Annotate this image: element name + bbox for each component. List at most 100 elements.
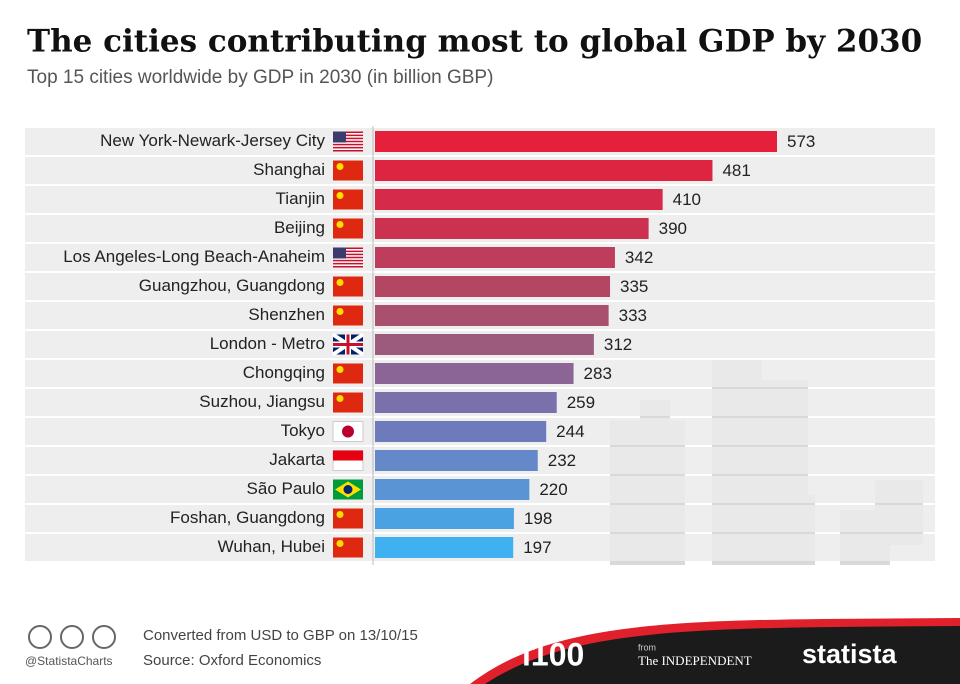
i100-logo: i100 (522, 636, 584, 672)
flag-part (336, 540, 344, 547)
flag-part (333, 392, 363, 413)
flag-icon (333, 131, 363, 152)
category-label: Shanghai (253, 160, 325, 179)
value-label: 333 (619, 306, 647, 325)
bar (375, 421, 547, 442)
flag-part (333, 146, 363, 149)
handle: @StatistaCharts (25, 654, 113, 668)
category-label: Suzhou, Jiangsu (199, 392, 325, 411)
flag-icon (332, 421, 364, 442)
independent-logo: The INDEPENDENT (638, 653, 752, 668)
bar (375, 363, 574, 384)
bar (375, 334, 594, 355)
category-label: São Paulo (247, 479, 325, 498)
flag-part (333, 256, 363, 259)
value-label: 197 (523, 538, 551, 557)
value-label: 335 (620, 277, 648, 296)
category-label: Shenzhen (248, 305, 325, 324)
flag-icon (333, 247, 363, 268)
flag-part (333, 247, 363, 250)
source: Source: Oxford Economics (143, 652, 321, 669)
bar (375, 276, 611, 297)
statista-logo: statista (802, 639, 898, 669)
flag-part (333, 134, 363, 137)
flag-part (336, 163, 344, 170)
flag-part (333, 149, 363, 152)
value-label: 259 (567, 393, 595, 412)
flag-icon (333, 508, 363, 529)
bar (375, 450, 538, 471)
flag-part (333, 253, 363, 256)
chart-subtitle: Top 15 cities worldwide by GDP in 2030 (… (27, 67, 493, 88)
flag-part (336, 308, 344, 315)
flag-icon (331, 332, 365, 357)
flag-part (333, 537, 363, 558)
category-label: Los Angeles-Long Beach-Anaheim (63, 247, 325, 266)
flag-part (333, 140, 363, 143)
flag-part (336, 395, 344, 402)
value-label: 312 (604, 335, 632, 354)
note: Converted from USD to GBP on 13/10/15 (143, 627, 418, 644)
flag-part (342, 425, 354, 438)
flag-part (333, 250, 363, 253)
bar (375, 508, 514, 529)
bar (375, 305, 609, 326)
value-label: 481 (722, 161, 750, 180)
flag-icon (333, 537, 363, 558)
flag-part (333, 265, 363, 268)
flag-icon (332, 450, 364, 471)
bar (375, 131, 777, 152)
value-label: 573 (787, 132, 815, 151)
flag-part (333, 343, 363, 346)
flag-part (333, 262, 363, 265)
bar (375, 537, 514, 558)
flag-part (333, 508, 363, 529)
bar (375, 247, 615, 268)
flag-part (333, 247, 346, 259)
value-label: 232 (548, 451, 576, 470)
flag-icon (333, 276, 363, 297)
category-label: Tianjin (276, 189, 325, 208)
flag-icon (333, 189, 363, 210)
category-label: Chongqing (243, 363, 325, 382)
category-label: Foshan, Guangdong (170, 508, 325, 527)
category-label: Tokyo (281, 421, 325, 440)
value-label: 342 (625, 248, 653, 267)
flag-part (333, 131, 363, 134)
value-label: 244 (556, 422, 584, 441)
flag-icon (333, 305, 363, 326)
flag-part (336, 279, 344, 286)
value-label: 220 (539, 480, 567, 499)
flag-icon (333, 392, 363, 413)
bar (375, 479, 530, 500)
category-label: New York-Newark-Jersey City (100, 131, 325, 150)
category-label: Jakarta (269, 450, 325, 469)
chart-title: The cities contributing most to global G… (27, 24, 922, 60)
flag-icon (333, 218, 363, 239)
flag-part (336, 511, 344, 518)
flag-part (333, 218, 363, 239)
flag-part (333, 160, 363, 181)
footer: @StatistaCharts Converted from USD to GB… (25, 618, 960, 684)
value-label: 283 (584, 364, 612, 383)
category-label: Wuhan, Hubei (218, 537, 325, 556)
value-label: 410 (673, 190, 701, 209)
flag-part (333, 143, 363, 146)
flag-part (333, 363, 363, 384)
flag-icon (333, 363, 363, 384)
category-label: Beijing (274, 218, 325, 237)
from: from (638, 642, 656, 652)
bar (375, 392, 557, 413)
flag-part (333, 131, 346, 143)
flag-part (343, 485, 353, 494)
category-label: Guangzhou, Guangdong (139, 276, 325, 295)
category-label: London - Metro (210, 334, 325, 353)
bar (375, 160, 713, 181)
value-label: 390 (659, 219, 687, 238)
flag-part (336, 221, 344, 228)
flag-part (336, 366, 344, 373)
flag-part (333, 276, 363, 297)
flag-part (336, 192, 344, 199)
flag-part (333, 189, 363, 210)
